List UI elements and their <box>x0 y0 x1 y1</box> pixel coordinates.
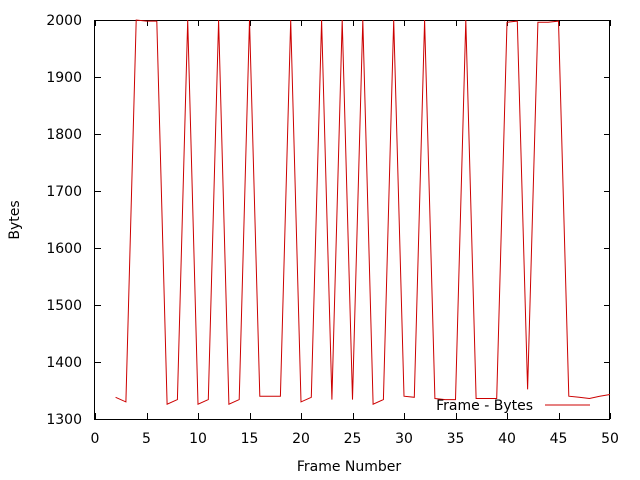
x-tick-label: 10 <box>189 431 207 447</box>
y-tick-label: 2000 <box>46 13 82 29</box>
x-tick-label: 40 <box>498 431 516 447</box>
y-tick-label: 1500 <box>46 298 82 314</box>
series-line <box>115 19 611 405</box>
x-tick-label: 15 <box>241 431 259 447</box>
x-tick-label: 35 <box>447 431 465 447</box>
legend-label: Frame - Bytes <box>436 398 533 414</box>
y-axis-label: Bytes <box>7 200 23 239</box>
y-tick-label: 1300 <box>46 412 82 428</box>
y-tick-label: 1600 <box>46 241 82 257</box>
x-tick-label: 25 <box>344 431 362 447</box>
plot-frame <box>94 20 610 420</box>
x-tick-label: 50 <box>601 431 619 447</box>
y-tick-label: 1800 <box>46 127 82 143</box>
y-tick-label: 1400 <box>46 355 82 371</box>
x-axis-ticks: 0 5 10 15 20 25 30 35 40 45 50 <box>91 20 619 447</box>
y-tick-label: 1900 <box>46 70 82 86</box>
legend: Frame - Bytes <box>436 398 590 414</box>
x-tick-label: 20 <box>292 431 310 447</box>
x-tick-label: 0 <box>91 431 100 447</box>
y-axis-ticks: 1300 1400 1500 1600 1700 1800 1900 2000 <box>46 13 610 428</box>
series-layer <box>115 19 611 405</box>
x-axis-label: Frame Number <box>297 459 402 475</box>
x-tick-label: 30 <box>395 431 413 447</box>
x-tick-label: 45 <box>550 431 568 447</box>
y-tick-label: 1700 <box>46 184 82 200</box>
x-tick-label: 5 <box>142 431 151 447</box>
